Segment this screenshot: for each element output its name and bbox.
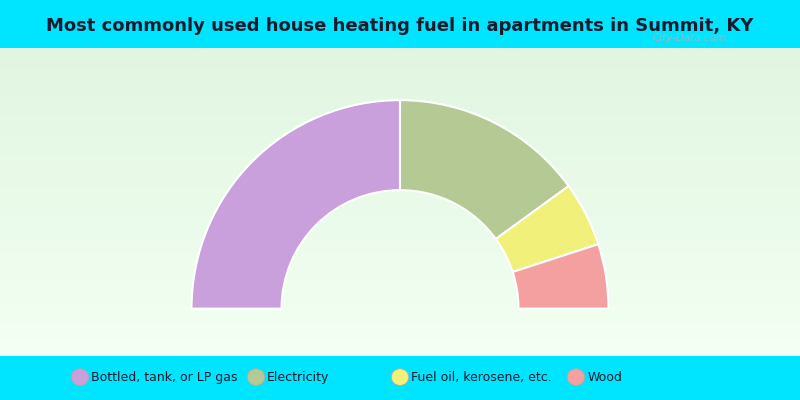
Bar [0, 171, 800, 176]
Bar [0, 233, 800, 238]
Bar [0, 182, 800, 186]
Bar [0, 68, 800, 74]
Bar [0, 330, 800, 336]
Wedge shape [191, 100, 400, 309]
Bar [0, 300, 800, 305]
Bar [0, 351, 800, 356]
Bar [0, 315, 800, 320]
Bar [0, 192, 800, 197]
Bar [0, 151, 800, 156]
Bar [0, 176, 800, 182]
Bar [0, 94, 800, 99]
Bar [0, 336, 800, 341]
Bar [0, 289, 800, 294]
Text: Most commonly used house heating fuel in apartments in Summit, KY: Most commonly used house heating fuel in… [46, 17, 754, 35]
Bar [0, 248, 800, 253]
Bar [0, 156, 800, 161]
Bar [0, 243, 800, 248]
Bar [0, 79, 800, 84]
Bar [0, 99, 800, 104]
Bar [0, 222, 800, 228]
Bar [0, 274, 800, 279]
Bar [0, 294, 800, 300]
Bar [0, 305, 800, 310]
Bar [0, 269, 800, 274]
Ellipse shape [71, 369, 89, 386]
Bar [0, 53, 800, 58]
Bar [0, 346, 800, 351]
Bar [0, 253, 800, 258]
Text: City-Data.com: City-Data.com [653, 32, 727, 42]
Bar [0, 63, 800, 68]
Bar [0, 341, 800, 346]
Bar [0, 218, 800, 222]
Wedge shape [513, 244, 609, 309]
Bar [0, 58, 800, 64]
Bar [0, 166, 800, 171]
Bar [0, 284, 800, 289]
Bar [0, 135, 800, 140]
Bar [0, 212, 800, 218]
Bar [0, 146, 800, 151]
Bar [0, 48, 800, 53]
Bar [0, 110, 800, 115]
Bar [0, 258, 800, 264]
Ellipse shape [567, 369, 585, 386]
Ellipse shape [247, 369, 265, 386]
Text: Bottled, tank, or LP gas: Bottled, tank, or LP gas [91, 371, 238, 384]
Bar [0, 130, 800, 135]
Bar [0, 310, 800, 315]
Wedge shape [496, 186, 598, 272]
Bar [0, 140, 800, 146]
Bar [0, 125, 800, 130]
Bar [0, 89, 800, 94]
Bar [0, 228, 800, 233]
Bar [0, 120, 800, 125]
Bar [0, 325, 800, 330]
Bar [0, 161, 800, 166]
Bar [0, 320, 800, 325]
Bar [0, 207, 800, 212]
Text: Electricity: Electricity [267, 371, 330, 384]
Wedge shape [400, 100, 569, 239]
Bar [0, 264, 800, 269]
Bar [0, 186, 800, 192]
Bar [0, 238, 800, 243]
Bar [0, 84, 800, 89]
Bar [0, 202, 800, 207]
Ellipse shape [391, 369, 409, 386]
Bar [0, 74, 800, 79]
Bar [0, 279, 800, 284]
Text: Wood: Wood [587, 371, 622, 384]
Bar [0, 197, 800, 202]
Bar [0, 115, 800, 120]
Text: Fuel oil, kerosene, etc.: Fuel oil, kerosene, etc. [411, 371, 552, 384]
Bar [0, 104, 800, 110]
